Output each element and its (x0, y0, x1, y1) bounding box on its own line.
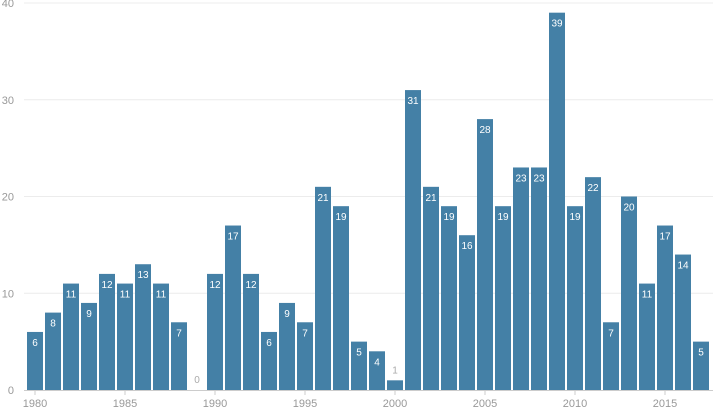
value-label-2001: 31 (407, 96, 419, 107)
x-tick-label-1985: 1985 (113, 398, 137, 408)
bar-2008 (531, 167, 547, 390)
value-label-1987: 11 (156, 290, 167, 301)
value-label-1999: 4 (374, 357, 380, 368)
y-tick-label-40: 40 (2, 0, 14, 10)
x-tick-label-2015: 2015 (653, 398, 677, 408)
x-axis: 1980 1985 1990 1995 2000 2005 2010 2015 (23, 390, 713, 408)
value-label-1993: 6 (266, 338, 272, 349)
bar-1994 (279, 302, 295, 390)
value-label-2007: 23 (515, 173, 527, 184)
grid-lines (24, 2, 713, 294)
bar-2014 (639, 283, 655, 390)
value-label-2008: 23 (533, 173, 545, 184)
y-tick-label-10: 10 (2, 288, 14, 300)
value-label-2002: 21 (425, 193, 437, 204)
value-label-1984: 12 (101, 280, 113, 291)
y-axis: 0 10 20 30 40 (2, 0, 14, 397)
y-tick-label-30: 30 (2, 95, 14, 107)
value-label-2014: 11 (642, 290, 653, 301)
bar-1982 (63, 283, 79, 390)
value-label-1985: 11 (120, 290, 131, 301)
value-label-1983: 9 (86, 309, 92, 320)
value-label-2013: 20 (623, 203, 635, 214)
value-label-1996: 21 (317, 193, 329, 204)
bar-2003 (441, 206, 457, 390)
bar-2004 (459, 235, 475, 390)
value-label-1986: 13 (137, 270, 149, 281)
x-tick-label-2000: 2000 (383, 398, 407, 408)
x-tick-label-1995: 1995 (293, 398, 317, 408)
bar-2012 (603, 322, 619, 390)
value-label-2006: 19 (497, 212, 509, 223)
value-label-1981: 8 (50, 319, 56, 330)
bar-1999 (369, 351, 385, 390)
bar-1990 (207, 273, 223, 390)
bar-1992 (243, 273, 259, 390)
value-label-1980: 6 (32, 338, 38, 349)
bar-1998 (351, 341, 367, 390)
value-label-1989: 0 (194, 375, 200, 386)
bar-1985 (117, 283, 133, 390)
value-label-1992: 12 (245, 280, 257, 291)
bar-2013 (621, 196, 637, 390)
bar-1993 (261, 331, 277, 390)
x-tick-label-1990: 1990 (203, 398, 227, 408)
bar-1996 (315, 186, 331, 390)
value-label-1994: 9 (284, 309, 290, 320)
bar-2011 (585, 177, 601, 390)
bar-1988 (171, 322, 187, 390)
value-label-1991: 17 (227, 232, 239, 243)
bar-2010 (567, 206, 583, 390)
value-label-1988: 7 (176, 328, 182, 339)
bar-1997 (333, 206, 349, 390)
bar-2016 (675, 254, 691, 390)
value-label-2016: 14 (677, 261, 689, 272)
bar-2000 (387, 380, 403, 390)
y-tick-label-20: 20 (2, 192, 14, 204)
bar-2007 (513, 167, 529, 390)
value-label-2005: 28 (479, 125, 491, 136)
bar-2015 (657, 225, 673, 390)
bar-2006 (495, 206, 511, 390)
value-label-1990: 12 (209, 280, 221, 291)
bar-2017 (693, 341, 709, 390)
bar-2002 (423, 186, 439, 390)
value-label-2003: 19 (443, 212, 455, 223)
data-labels: 6811912111311701217126972119541312119162… (32, 19, 704, 386)
value-label-1997: 19 (335, 212, 347, 223)
value-label-2012: 7 (608, 328, 614, 339)
bar-1995 (297, 322, 313, 390)
bar-2009 (549, 12, 565, 391)
bar-2005 (477, 119, 493, 390)
bar-1980 (27, 331, 43, 390)
bar-1984 (99, 273, 115, 390)
y-tick-label-0: 0 (8, 385, 14, 397)
bar-1986 (135, 264, 151, 390)
value-label-2009: 39 (551, 19, 563, 30)
x-tick-label-2010: 2010 (563, 398, 587, 408)
value-label-2000: 1 (392, 365, 398, 376)
bar-1991 (225, 225, 241, 390)
bar-1981 (45, 312, 61, 390)
bar-1987 (153, 283, 169, 390)
value-label-2010: 19 (569, 212, 581, 223)
x-tick-label-2005: 2005 (473, 398, 497, 408)
bar-1983 (81, 302, 97, 390)
value-label-1982: 11 (66, 290, 77, 301)
bar-2001 (405, 90, 421, 390)
value-label-2017: 5 (698, 348, 704, 359)
value-label-2011: 22 (587, 183, 599, 194)
bars (27, 12, 709, 391)
x-tick-label-1980: 1980 (23, 398, 47, 408)
value-label-2004: 16 (461, 241, 473, 252)
value-label-1998: 5 (356, 348, 362, 359)
value-label-2015: 17 (659, 232, 671, 243)
value-label-1995: 7 (302, 328, 308, 339)
